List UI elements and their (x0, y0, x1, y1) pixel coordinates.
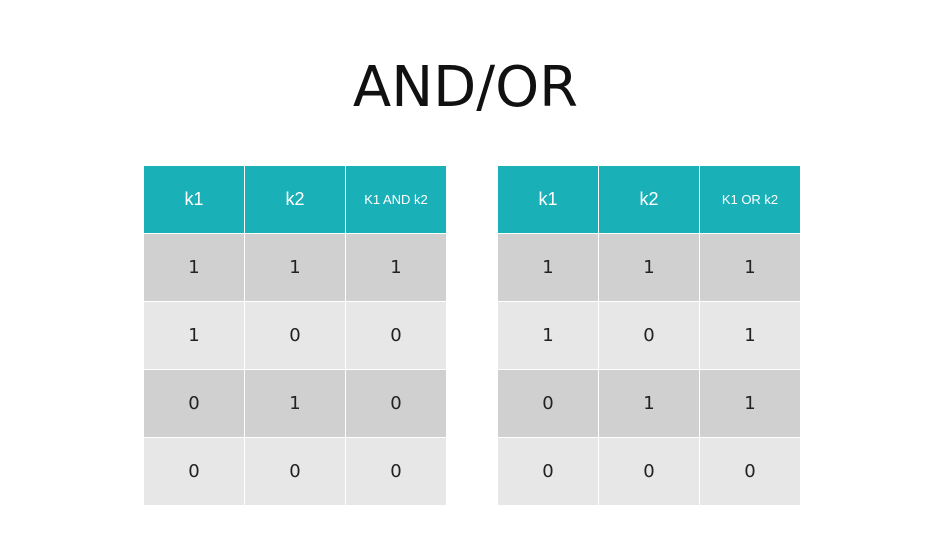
table-cell: 0 (345, 369, 447, 438)
table-cell: 0 (143, 437, 245, 506)
table-cell: 1 (143, 233, 245, 302)
table-row: 0 0 0 (497, 437, 801, 506)
table-row: 1 1 1 (143, 233, 447, 302)
or-truth-table: k1 k2 K1 OR k2 1 1 1 1 0 1 0 1 1 0 0 0 (497, 165, 801, 506)
table-row: 0 1 1 (497, 369, 801, 438)
column-header: K1 OR k2 (699, 165, 801, 234)
table-cell: 1 (598, 369, 700, 438)
column-header: K1 AND k2 (345, 165, 447, 234)
table-cell: 1 (699, 301, 801, 370)
table-cell: 1 (598, 233, 700, 302)
table-cell: 1 (699, 233, 801, 302)
table-cell: 1 (497, 301, 599, 370)
table-cell: 1 (244, 369, 346, 438)
table-cell: 1 (699, 369, 801, 438)
table-row: 0 0 0 (143, 437, 447, 506)
table-cell: 1 (497, 233, 599, 302)
column-header: k2 (598, 165, 700, 234)
page-title: AND/OR (352, 55, 579, 120)
table-row: 0 1 0 (143, 369, 447, 438)
table-cell: 0 (244, 437, 346, 506)
and-truth-table: k1 k2 K1 AND k2 1 1 1 1 0 0 0 1 0 0 0 0 (143, 165, 447, 506)
table-cell: 0 (699, 437, 801, 506)
column-header: k1 (143, 165, 245, 234)
table-cell: 0 (497, 369, 599, 438)
table-cell: 0 (345, 437, 447, 506)
table-row: 1 1 1 (497, 233, 801, 302)
table-header-row: k1 k2 K1 AND k2 (143, 165, 447, 234)
column-header: k2 (244, 165, 346, 234)
column-header: k1 (497, 165, 599, 234)
table-cell: 0 (143, 369, 245, 438)
table-cell: 0 (244, 301, 346, 370)
table-cell: 1 (345, 233, 447, 302)
table-cell: 0 (598, 437, 700, 506)
table-cell: 1 (143, 301, 245, 370)
table-header-row: k1 k2 K1 OR k2 (497, 165, 801, 234)
table-cell: 0 (598, 301, 700, 370)
table-row: 1 0 1 (497, 301, 801, 370)
table-cell: 1 (244, 233, 346, 302)
table-row: 1 0 0 (143, 301, 447, 370)
table-cell: 0 (345, 301, 447, 370)
table-cell: 0 (497, 437, 599, 506)
